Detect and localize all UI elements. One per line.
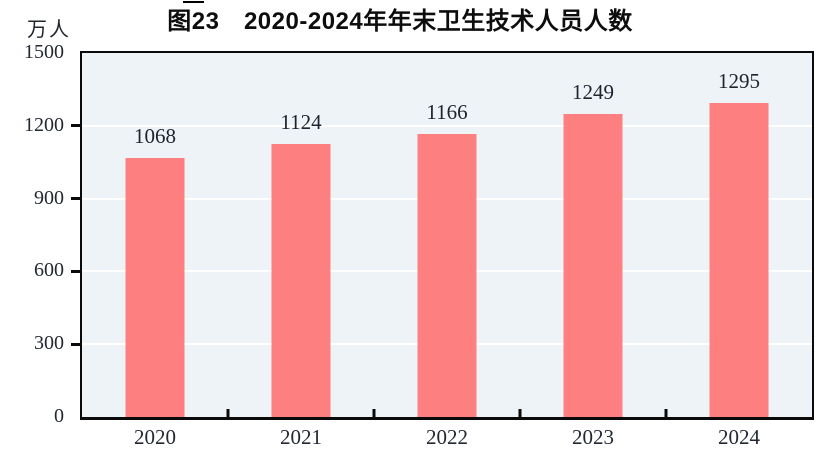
bar-value-label: 1068 [134,123,176,148]
y-axis-tick-label: 0 [54,405,64,428]
y-axis-tick [71,342,80,346]
chart-title: 图23 2020-2024年年末卫生技术人员人数 [167,8,633,35]
y-axis-tick [71,269,80,273]
x-axis-tick-label: 2021 [280,425,322,449]
bar-value-label: 1124 [280,110,322,135]
y-axis-tick-label: 900 [34,186,64,209]
y-axis-tick-label: 300 [34,332,64,355]
y-axis-tick [71,124,80,128]
bar [563,113,623,417]
x-axis-inner-tick [518,409,522,417]
y-axis-tick-label: 600 [34,259,64,282]
x-axis-tick-label: 2023 [572,425,614,449]
gridline [82,124,812,127]
x-axis-tick-label: 2024 [718,425,760,449]
bar [125,157,185,417]
x-axis-inner-tick [372,409,376,417]
bar [709,102,769,417]
plot-area: 1068 1124 1166 1249 1295 [80,51,814,420]
bar-value-label: 1249 [572,79,614,104]
x-axis-tick-label: 2022 [426,425,468,449]
x-axis-inner-tick [226,409,230,417]
bar [271,144,331,417]
x-axis-tick-label: 2020 [134,425,176,449]
bar-value-label: 1166 [426,100,468,125]
y-axis-unit-label: 万人 [27,19,71,41]
top-edge-artifact-line [183,1,204,3]
x-axis-inner-tick [664,409,668,417]
y-axis-tick [71,197,80,201]
plot-inner: 1068 1124 1166 1249 1295 [82,53,812,417]
y-axis-tick-label: 1200 [24,113,64,136]
bar [417,134,477,417]
y-axis-tick-labels: 0 300 600 900 1200 1500 [0,0,64,461]
bar-value-label: 1295 [718,68,760,93]
y-axis-tick-label: 1500 [24,41,64,64]
